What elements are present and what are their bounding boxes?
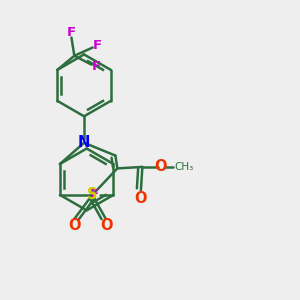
Text: O: O	[68, 218, 80, 233]
Text: O: O	[100, 218, 112, 233]
Text: N: N	[78, 135, 90, 150]
Text: CH₃: CH₃	[175, 162, 194, 172]
Text: S: S	[87, 188, 98, 202]
Text: O: O	[154, 159, 167, 174]
Text: F: F	[67, 26, 76, 39]
Text: F: F	[90, 188, 99, 201]
Text: O: O	[135, 190, 147, 206]
Text: F: F	[92, 61, 101, 74]
Text: F: F	[93, 39, 102, 52]
